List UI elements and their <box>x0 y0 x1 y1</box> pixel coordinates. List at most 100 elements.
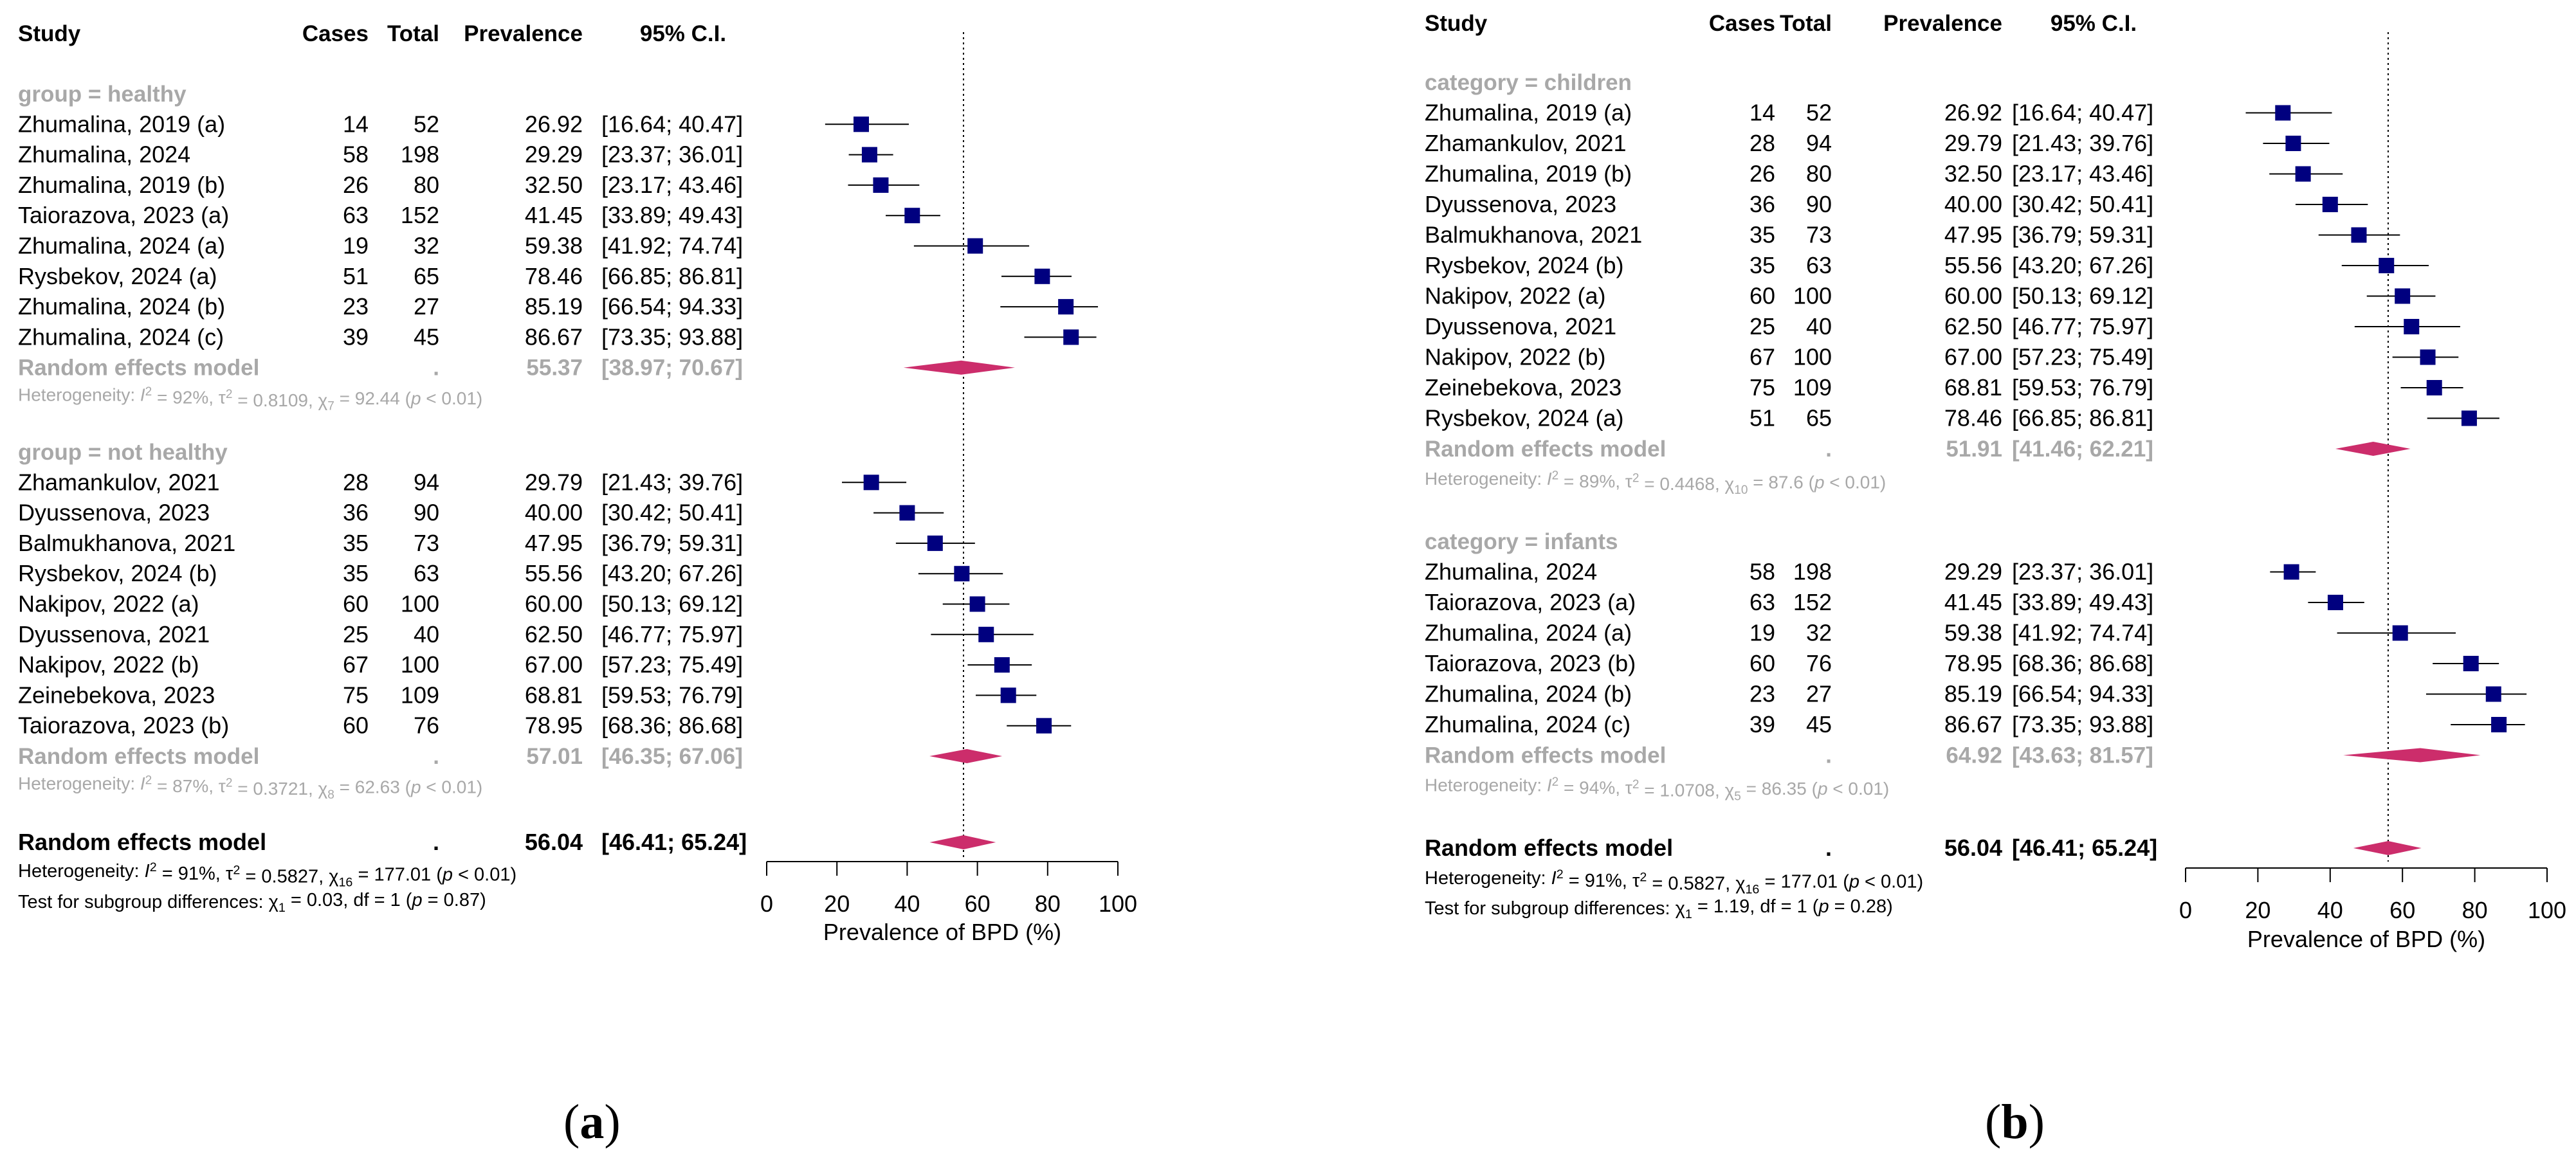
study-total: 152 <box>401 202 439 228</box>
study-name: Rysbekov, 2024 (a) <box>1425 405 1623 431</box>
study-point-square <box>1000 687 1016 703</box>
subgroup-model-diamond <box>2343 748 2481 763</box>
study-name: Zhumalina, 2024 (a) <box>18 233 225 259</box>
study-total: 109 <box>1793 374 1832 401</box>
study-point-square <box>904 208 920 224</box>
study-row: Zhumalina, 2019 (b) 26 80 32.50 [23.17; 43.4… <box>18 172 920 198</box>
study-ci: [41.92; 74.74] <box>601 233 743 259</box>
subgroup-model-dot: . <box>1825 437 1832 462</box>
study-total: 65 <box>414 263 439 289</box>
study-name: Zeinebekova, 2023 <box>1425 374 1621 401</box>
study-cases: 36 <box>343 500 369 526</box>
study-ci: [57.23; 75.49] <box>2012 344 2153 370</box>
subgroup-model-dot: . <box>433 744 439 769</box>
subgroup-model-dot: . <box>1825 743 1832 768</box>
subgroup-label: category = children <box>1425 70 1632 95</box>
study-name: Balmukhanova, 2021 <box>1425 222 1642 248</box>
study-cases: 75 <box>1749 374 1775 401</box>
study-row: Rysbekov, 2024 (b) 35 63 55.56 [43.20; 67.26… <box>1425 252 2429 278</box>
study-point-square <box>2463 656 2479 671</box>
study-row: Zhamankulov, 2021 28 94 29.79 [21.43; 39.76] <box>18 469 907 495</box>
study-row: Zhumalina, 2024 58 198 29.29 [23.37; 36.01] <box>1425 559 2316 585</box>
study-cases: 60 <box>1749 283 1775 309</box>
study-name: Zhumalina, 2019 (a) <box>18 111 225 137</box>
study-cases: 26 <box>343 172 369 198</box>
study-cases: 39 <box>343 323 369 350</box>
study-ci: [50.13; 69.12] <box>601 591 743 617</box>
study-prevalence: 32.50 <box>525 172 583 198</box>
subgroup-difference-test: Test for subgroup differences: χ1 = 0.03… <box>18 890 486 915</box>
overall-model-dot: . <box>1825 835 1832 861</box>
study-name: Taiorazova, 2023 (a) <box>18 202 229 228</box>
study-row: Taiorazova, 2023 (b) 60 76 78.95 [68.36; 86.… <box>18 712 1072 739</box>
study-total: 32 <box>1806 620 1832 646</box>
study-row: Taiorazova, 2023 (a) 63 152 41.45 [33.89; 49… <box>1425 589 2364 615</box>
study-point-square <box>994 657 1010 673</box>
study-name: Zhumalina, 2019 (b) <box>18 172 225 198</box>
panel-label: (b) <box>1985 1095 2045 1149</box>
study-row: Rysbekov, 2024 (a) 51 65 78.46 [66.85; 86.81… <box>1425 405 2499 431</box>
study-prevalence: 62.50 <box>525 621 583 647</box>
overall-model-prevalence: 56.04 <box>525 829 583 855</box>
study-total: 100 <box>401 591 439 617</box>
study-prevalence: 60.00 <box>1944 283 2002 309</box>
x-tick-label: 100 <box>1099 891 1137 917</box>
study-prevalence: 62.50 <box>1944 313 2002 339</box>
study-row: Zhumalina, 2024 (a) 19 32 59.38 [41.92; 74.7… <box>1425 620 2456 646</box>
study-prevalence: 59.38 <box>525 233 583 259</box>
subgroup-model-dot: . <box>433 356 439 381</box>
study-point-square <box>2485 686 2501 702</box>
study-prevalence: 78.46 <box>525 263 583 289</box>
study-point-square <box>1063 329 1079 345</box>
subgroup-model-row: Random effects model. 57.01 [46.35; 67.06] <box>18 744 1003 769</box>
study-row: Zeinebekova, 2023 75 109 68.81 [59.53; 76.79… <box>18 682 1037 708</box>
study-total: 109 <box>401 682 439 708</box>
study-name: Zhamankulov, 2021 <box>1425 130 1627 156</box>
study-cases: 63 <box>343 202 369 228</box>
subgroup-model-row: Random effects model. 64.92 [43.63; 81.57] <box>1425 743 2481 768</box>
subgroup-heterogeneity: Heterogeneity: I2 = 89%, τ2 = 0.4468, χ1… <box>1425 469 1886 497</box>
study-total: 152 <box>1793 589 1832 615</box>
study-cases: 51 <box>343 263 369 289</box>
study-total: 198 <box>401 141 439 168</box>
study-ci: [66.85; 86.81] <box>2012 405 2153 431</box>
study-ci: [23.37; 36.01] <box>2012 559 2153 585</box>
x-axis-label: Prevalence of BPD (%) <box>823 919 1061 945</box>
overall-model-diamond <box>2353 841 2422 855</box>
study-total: 73 <box>414 530 439 556</box>
study-ci: [57.23; 75.49] <box>601 651 743 678</box>
column-header-cases: Cases <box>302 21 369 46</box>
subgroup-model-label: Random effects model <box>1425 437 1666 462</box>
study-ci: [23.17; 43.46] <box>601 172 743 198</box>
study-prevalence: 68.81 <box>525 682 583 708</box>
study-prevalence: 32.50 <box>1944 161 2002 187</box>
x-tick-label: 0 <box>2179 897 2192 923</box>
study-prevalence: 86.67 <box>1944 711 2002 737</box>
study-row: Nakipov, 2022 (b) 67 100 67.00 [57.23; 75.49… <box>1425 344 2459 370</box>
study-point-square <box>899 505 915 521</box>
overall-model-row: Random effects model. 56.04 [46.41; 65.24] <box>18 829 996 855</box>
study-cases: 67 <box>1749 344 1775 370</box>
study-total: 65 <box>1806 405 1832 431</box>
study-point-square <box>2379 258 2395 273</box>
study-row: Rysbekov, 2024 (a) 51 65 78.46 [66.85; 86.81… <box>18 263 1072 289</box>
study-row: Zhumalina, 2024 (b) 23 27 85.19 [66.54; 94.3… <box>1425 681 2527 707</box>
study-row: Dyussenova, 2023 36 90 40.00 [30.42; 50.41] <box>18 500 944 526</box>
study-ci: [68.36; 86.68] <box>2012 650 2153 676</box>
x-axis: 0 20 40 60 80 100 Prevalence of BPD (%) <box>2179 867 2566 952</box>
subgroup-heterogeneity: Heterogeneity: I2 = 87%, τ2 = 0.3721, χ8… <box>18 773 482 802</box>
overall-model-dot: . <box>433 829 439 855</box>
study-prevalence: 68.81 <box>1944 374 2002 401</box>
study-total: 94 <box>1806 130 1832 156</box>
subgroup-model-diamond <box>2335 442 2411 456</box>
study-cases: 60 <box>343 591 369 617</box>
study-row: Dyussenova, 2021 25 40 62.50 [46.77; 75.97] <box>1425 313 2460 339</box>
subgroup-model-label: Random effects model <box>18 356 259 381</box>
study-row: Dyussenova, 2021 25 40 62.50 [46.77; 75.97] <box>18 621 1034 647</box>
subgroup-model-row: Random effects model. 51.91 [41.46; 62.21] <box>1425 437 2411 462</box>
study-prevalence: 40.00 <box>1944 191 2002 217</box>
overall-model-prevalence: 56.04 <box>1944 835 2002 861</box>
study-name: Nakipov, 2022 (b) <box>1425 344 1605 370</box>
study-cases: 35 <box>1749 252 1775 278</box>
study-total: 52 <box>414 111 439 137</box>
